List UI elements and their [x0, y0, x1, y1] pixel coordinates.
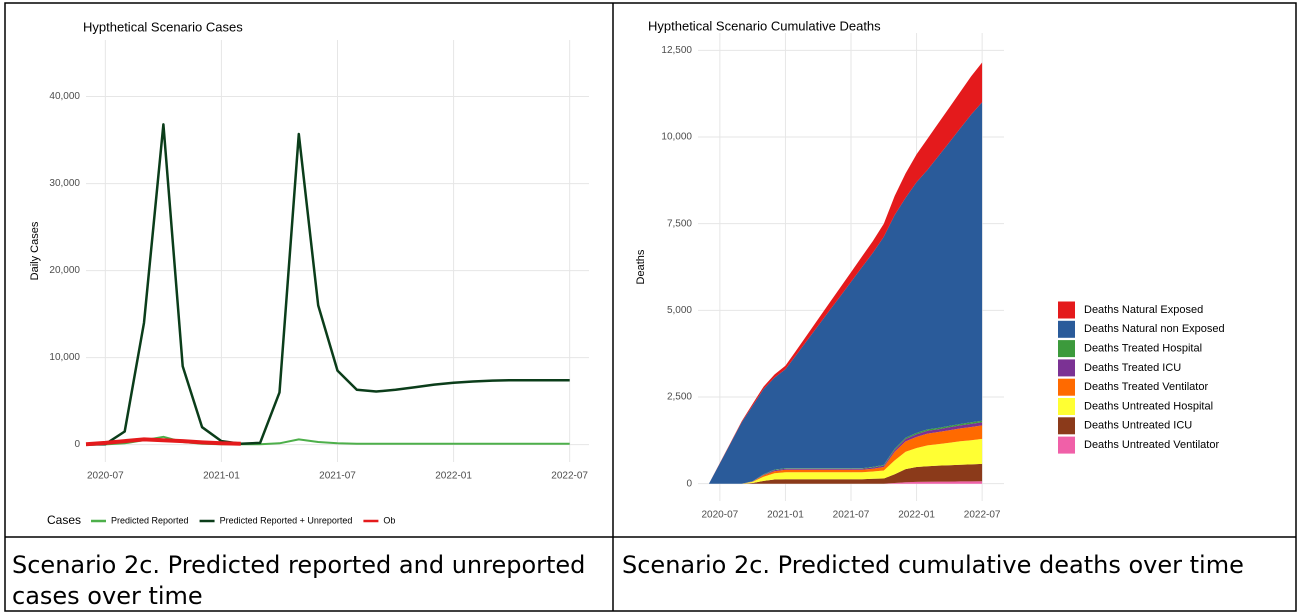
legend-label: Predicted Reported	[111, 515, 189, 525]
legend-label: Deaths Natural Exposed	[1084, 304, 1203, 316]
y-tick-label: 0	[74, 439, 80, 450]
legend-key	[1058, 359, 1075, 377]
x-tick-label: 2020-07	[87, 471, 124, 482]
legend-key	[1058, 320, 1075, 338]
y-tick-label: 20,000	[49, 265, 80, 276]
legend-label: Deaths Treated ICU	[1084, 362, 1181, 374]
legend-label: Ob	[383, 515, 395, 525]
legend-key	[1058, 417, 1075, 435]
y-tick-label: 0	[686, 478, 692, 489]
frame	[4, 2, 1297, 612]
x-tick-label: 2021-07	[833, 510, 870, 521]
area	[708, 422, 983, 484]
y-tick-label: 7,500	[667, 218, 692, 229]
area	[708, 425, 983, 484]
legend-label: Deaths Untreated Ventilator	[1084, 439, 1219, 451]
chart-title: Hypthetical Scenario Cumulative Deaths	[648, 18, 881, 33]
y-tick-label: 5,000	[667, 305, 692, 316]
area	[708, 481, 983, 484]
legend-label: Deaths Treated Ventilator	[1084, 381, 1208, 393]
y-tick-label: 2,500	[667, 392, 692, 403]
x-tick-label: 2021-01	[767, 510, 804, 521]
legend-key	[1058, 378, 1075, 396]
area	[708, 102, 983, 484]
area	[708, 62, 983, 484]
caption: Scenario 2c. Predicted cumulative deaths…	[622, 551, 1244, 579]
y-tick-label: 40,000	[49, 91, 80, 102]
y-tick-label: 12,500	[661, 45, 692, 56]
series-line	[85, 435, 570, 446]
y-tick-label: 10,000	[661, 132, 692, 143]
caption: Scenario 2c. Predicted reported and unre…	[12, 551, 586, 610]
y-axis-title: Deaths	[635, 249, 647, 284]
y-axis-title: Daily Cases	[29, 221, 41, 280]
series-line	[85, 123, 570, 446]
series-line	[85, 437, 241, 447]
legend-label: Predicted Reported + Unreported	[220, 515, 353, 525]
x-tick-label: 2020-07	[702, 510, 739, 521]
legend-key	[1058, 398, 1075, 415]
legend-label: Deaths Natural non Exposed	[1084, 323, 1225, 335]
legend-label: Deaths Untreated ICU	[1084, 420, 1192, 432]
area	[708, 463, 983, 484]
chart-title: Hypthetical Scenario Cases	[83, 19, 243, 34]
legend-label: Deaths Treated Hospital	[1084, 343, 1202, 355]
x-tick-label: 2022-01	[898, 510, 935, 521]
x-tick-label: 2021-07	[319, 471, 356, 482]
area	[708, 438, 983, 484]
x-tick-label: 2021-01	[203, 471, 240, 482]
legend-label: Deaths Untreated Hospital	[1084, 400, 1213, 412]
x-tick-label: 2022-07	[964, 510, 1001, 521]
x-tick-label: 2022-07	[551, 471, 588, 482]
legend-title: Cases	[47, 513, 81, 527]
y-tick-label: 30,000	[49, 178, 80, 189]
legend-key	[1058, 436, 1075, 454]
x-tick-label: 2022-01	[435, 471, 472, 482]
y-tick-label: 10,000	[49, 352, 80, 363]
legend-key	[1058, 301, 1075, 319]
legend-key	[1058, 340, 1075, 358]
